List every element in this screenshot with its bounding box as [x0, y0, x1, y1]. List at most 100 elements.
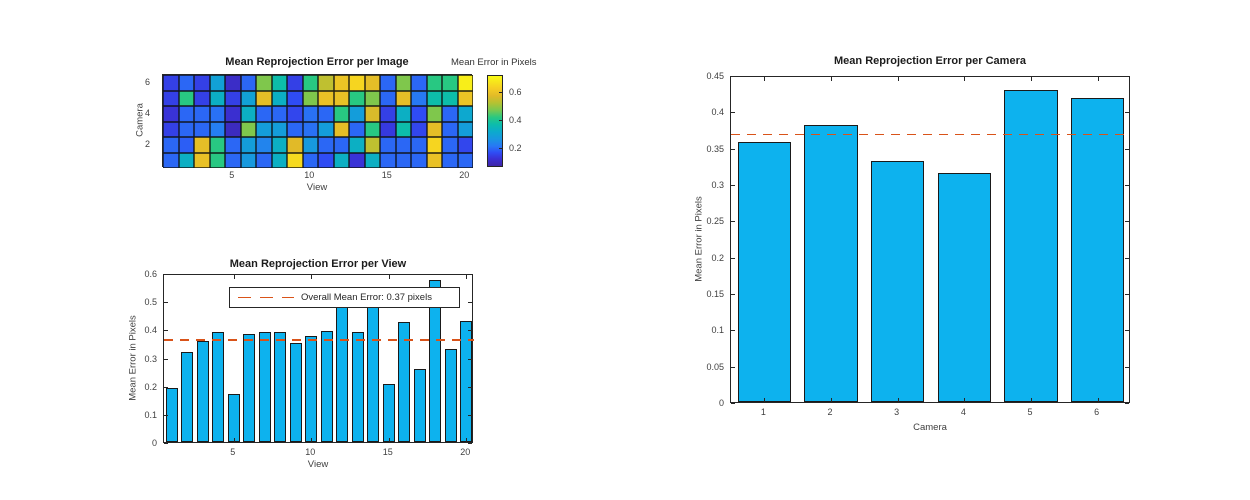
y-tick-label: 0.05: [706, 361, 724, 372]
legend-label: Overall Mean Error: 0.37 pixels: [301, 292, 432, 303]
heatmap-cell: [302, 137, 318, 153]
y-tick-label: 0.3: [711, 180, 724, 190]
heatmap-cell: [442, 152, 458, 168]
heatmap-cell: [225, 137, 241, 153]
heatmap-cell: [178, 121, 194, 137]
heatmap-cell: [178, 90, 194, 106]
heatmap-cell: [209, 106, 225, 122]
x-tick-label: 2: [827, 407, 833, 417]
heatmap-cell: [287, 137, 303, 153]
heatmap-cell: [256, 90, 272, 106]
heatmap-cell: [380, 152, 396, 168]
bar-view-10: [305, 336, 318, 442]
heatmap-cell: [364, 121, 380, 137]
heatmap-cell: [287, 106, 303, 122]
heatmap-cell: [225, 152, 241, 168]
colorbar-gradient: [487, 75, 503, 167]
per-camera-xlabel: Camera: [913, 422, 947, 433]
heatmap-cell: [333, 75, 349, 91]
bar-view-7: [258, 332, 271, 442]
heatmap-cell: [194, 121, 210, 137]
heatmap-cell: [457, 75, 473, 91]
heatmap-cell: [426, 106, 442, 122]
heatmap-cell: [318, 90, 334, 106]
colorbar-tick-mark: [499, 92, 502, 94]
bar-view-3: [196, 340, 209, 442]
heatmap-cell: [457, 137, 473, 153]
heatmap-cell: [442, 121, 458, 137]
heatmap-cell: [240, 121, 256, 137]
heatmap-cell: [349, 106, 365, 122]
per-view-plot: [163, 274, 474, 444]
heatmap-cell: [380, 90, 396, 106]
heatmap-cell: [256, 75, 272, 91]
heatmap-cell: [395, 152, 411, 168]
y-tick-label: 0: [718, 398, 724, 408]
heatmap-cell: [287, 90, 303, 106]
heatmap-cell: [395, 137, 411, 153]
heatmap-cell: [287, 121, 303, 137]
heatmap-cell: [194, 137, 210, 153]
y-tick-label: 0.15: [706, 289, 724, 299]
x-tick-label: 1: [760, 407, 766, 417]
heatmap-cell: [163, 90, 179, 106]
heatmap-cell: [271, 75, 287, 91]
heatmap-cell: [302, 106, 318, 122]
heatmap-cell: [163, 75, 179, 91]
heatmap-cell: [349, 121, 365, 137]
y-tick-label: 0.4: [711, 107, 724, 118]
heatmap-cell: [349, 137, 365, 153]
bar-view-13: [351, 332, 364, 442]
colorbar-tick-mark: [499, 120, 502, 122]
y-tick-label: 0.35: [706, 143, 724, 154]
heatmap-cell: [411, 121, 427, 137]
bar-view-12: [336, 305, 349, 442]
x-tick-label: 5: [1027, 407, 1033, 417]
y-tick-label: 0.25: [706, 216, 724, 227]
heatmap-cell: [426, 75, 442, 91]
x-tick-label: 20: [460, 447, 471, 457]
x-tick-label: 5: [230, 447, 236, 457]
heatmap-cell: [426, 137, 442, 153]
bar-view-9: [289, 343, 302, 442]
bar-view-2: [181, 351, 194, 442]
heatmap-cell: [318, 121, 334, 137]
heatmap-cell: [178, 75, 194, 91]
heatmap-cell: [225, 90, 241, 106]
heatmap-cell: [240, 75, 256, 91]
per-camera-plot: [730, 76, 1131, 404]
colorbar-tick: 0.4: [509, 115, 522, 126]
y-tick-label: 0.1: [144, 409, 157, 420]
y-tick-label: 0.45: [706, 71, 724, 81]
y-tick-label: 0.2: [144, 381, 157, 392]
heatmap-cell: [457, 152, 473, 168]
heatmap-x-tick: 5: [229, 170, 235, 180]
heatmap-cell: [333, 152, 349, 168]
heatmap-cell: [395, 75, 411, 91]
heatmap-cell: [411, 152, 427, 168]
heatmap-cell: [209, 75, 225, 91]
heatmap-cell: [318, 137, 334, 153]
heatmap-cell: [411, 137, 427, 153]
y-tick-label: 0.5: [144, 297, 157, 308]
y-tick-label: 0.1: [711, 325, 724, 336]
heatmap-cell: [411, 106, 427, 122]
heatmap-cell: [364, 75, 380, 91]
heatmap-cell: [442, 137, 458, 153]
heatmap-cell: [302, 75, 318, 91]
heatmap-cell: [178, 137, 194, 153]
y-tick-label: 0.4: [144, 325, 157, 336]
bar-camera-4: [937, 173, 991, 402]
heatmap-cell: [457, 90, 473, 106]
bar-camera-2: [804, 125, 858, 402]
heatmap-cell: [194, 90, 210, 106]
heatmap-cell: [380, 75, 396, 91]
heatmap-cell: [225, 106, 241, 122]
heatmap-cell: [209, 121, 225, 137]
heatmap-cell: [302, 90, 318, 106]
heatmap-cell: [178, 152, 194, 168]
heatmap-cell: [457, 121, 473, 137]
heatmap-cell: [318, 106, 334, 122]
bar-view-15: [382, 384, 395, 442]
heatmap-cell: [225, 75, 241, 91]
